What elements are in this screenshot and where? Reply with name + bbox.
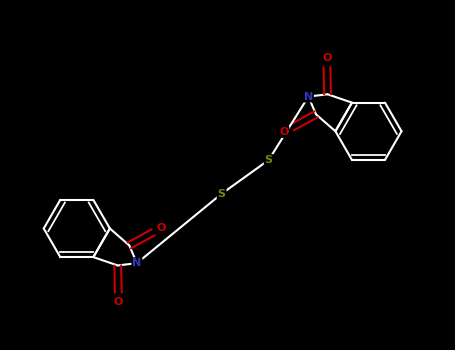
Text: S: S — [265, 155, 273, 165]
Text: O: O — [322, 52, 331, 63]
Text: O: O — [114, 297, 123, 307]
Text: N: N — [304, 92, 313, 102]
Text: O: O — [157, 223, 166, 233]
Text: S: S — [217, 189, 226, 199]
Text: O: O — [279, 127, 288, 137]
Text: N: N — [132, 258, 142, 268]
